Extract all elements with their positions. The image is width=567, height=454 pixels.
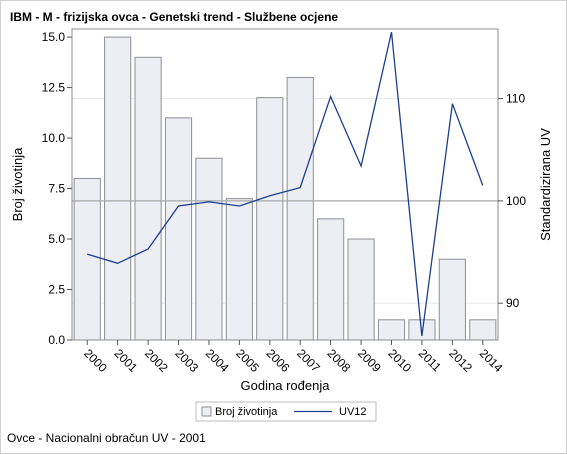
bar xyxy=(286,76,314,341)
y-tick-label: 2.5 xyxy=(48,283,65,297)
y-tick-label: 0.0 xyxy=(48,333,65,347)
legend-line-label: UV12 xyxy=(339,406,367,418)
x-tick-label: 2001 xyxy=(112,346,141,375)
axis-layer: 0.0 2.5 5.0 7.5 10.0 12.5 15.0 90 100 110 2000 2001… xyxy=(42,30,527,375)
bar xyxy=(134,56,162,341)
y-tick-label: 5.0 xyxy=(48,232,65,246)
bar xyxy=(469,319,497,341)
x-tick-label: 2005 xyxy=(233,346,262,375)
y-tick-label: 15.0 xyxy=(42,30,66,44)
chart-title: IBM - M - frizijska ovca - Genetski tren… xyxy=(10,10,339,24)
x-tick-label: 2006 xyxy=(264,346,293,375)
y2-tick-label: 100 xyxy=(506,194,526,208)
bar-layer xyxy=(73,36,497,341)
legend: Broj životinja UV12 xyxy=(195,401,377,422)
x-tick-label: 2014 xyxy=(477,346,506,375)
x-tick-label: 2008 xyxy=(325,346,354,375)
y2-axis-label: Standardizirana UV xyxy=(538,128,553,241)
legend-bar-label: Broj životinja xyxy=(215,406,278,418)
legend-box xyxy=(195,401,377,422)
x-tick-label: 2009 xyxy=(355,346,384,375)
bar xyxy=(164,117,193,341)
y2-tick-label: 90 xyxy=(506,296,520,310)
bar xyxy=(347,238,375,341)
bar xyxy=(195,157,223,341)
footnote: Ovce - Nacionalni obračun UV - 2001 xyxy=(7,431,206,445)
y-tick-label: 10.0 xyxy=(42,131,66,145)
bar xyxy=(317,218,345,341)
x-tick-label: 2011 xyxy=(416,346,444,374)
y2-tick-label: 110 xyxy=(506,92,525,106)
plot-border xyxy=(71,28,499,341)
legend-bar-swatch xyxy=(201,406,212,417)
bar xyxy=(256,97,284,341)
x-tick-label: 2010 xyxy=(385,346,414,375)
y-tick-label: 7.5 xyxy=(48,182,65,196)
x-tick-label: 2004 xyxy=(203,346,232,375)
x-axis-label: Godina rođenja xyxy=(241,378,331,393)
bar xyxy=(438,258,466,341)
line-layer xyxy=(87,31,484,336)
x-tick-label: 2000 xyxy=(81,346,110,375)
series-line-uv12 xyxy=(87,31,484,336)
x-tick-label: 2002 xyxy=(142,346,171,375)
bar xyxy=(73,177,101,341)
bar xyxy=(225,198,253,341)
x-tick-label: 2012 xyxy=(446,346,475,375)
bar xyxy=(377,319,406,341)
bar xyxy=(104,36,132,341)
x-tick-label: 2007 xyxy=(294,346,323,375)
y-axis-label: Broj životinja xyxy=(10,147,25,221)
x-tick-label: 2003 xyxy=(172,346,201,375)
y-tick-label: 12.5 xyxy=(42,81,66,95)
